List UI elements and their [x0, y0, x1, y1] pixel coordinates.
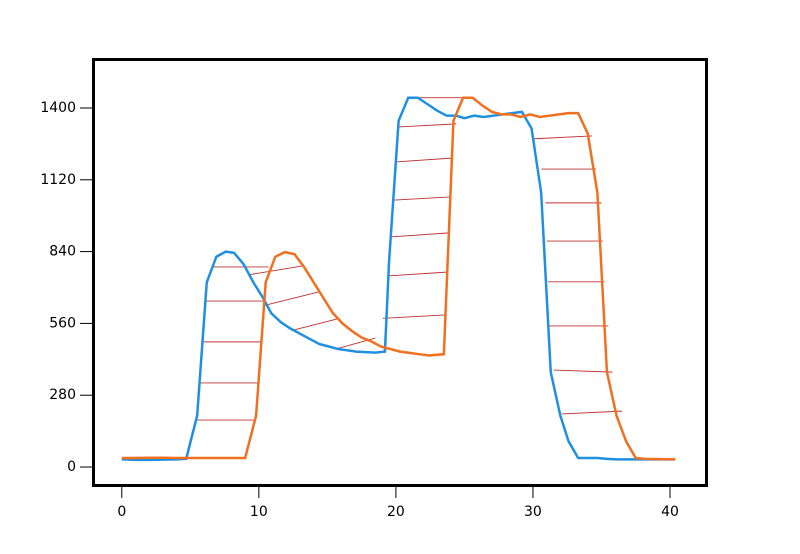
alignment-link [387, 271, 447, 277]
y-tick-label: 0 [67, 459, 76, 475]
y-tick-label: 560 [49, 315, 76, 331]
series-line [121, 96, 676, 461]
alignment-link [561, 410, 623, 415]
alignment-link [390, 232, 450, 238]
alignment-link [534, 135, 592, 140]
y-tick-label: 840 [49, 244, 76, 260]
x-tick-label: 0 [117, 504, 126, 520]
x-tick-label: 40 [661, 504, 679, 520]
alignment-link [249, 265, 305, 276]
alignment-link [264, 291, 320, 306]
alignment-link [294, 317, 340, 331]
x-tick-label: 20 [387, 504, 405, 520]
alignment-link [398, 123, 457, 128]
alignment-link [394, 196, 451, 201]
series-line [121, 96, 675, 462]
y-tick-label: 280 [49, 387, 76, 403]
alignment-link [397, 157, 454, 163]
alignment-link [382, 314, 446, 319]
y-tick-label: 1400 [40, 100, 76, 116]
alignment-link [553, 369, 613, 373]
x-tick-label: 10 [250, 504, 268, 520]
plot-frame [92, 58, 708, 487]
y-tick-label: 1120 [40, 172, 76, 188]
x-tick-label: 30 [524, 504, 542, 520]
